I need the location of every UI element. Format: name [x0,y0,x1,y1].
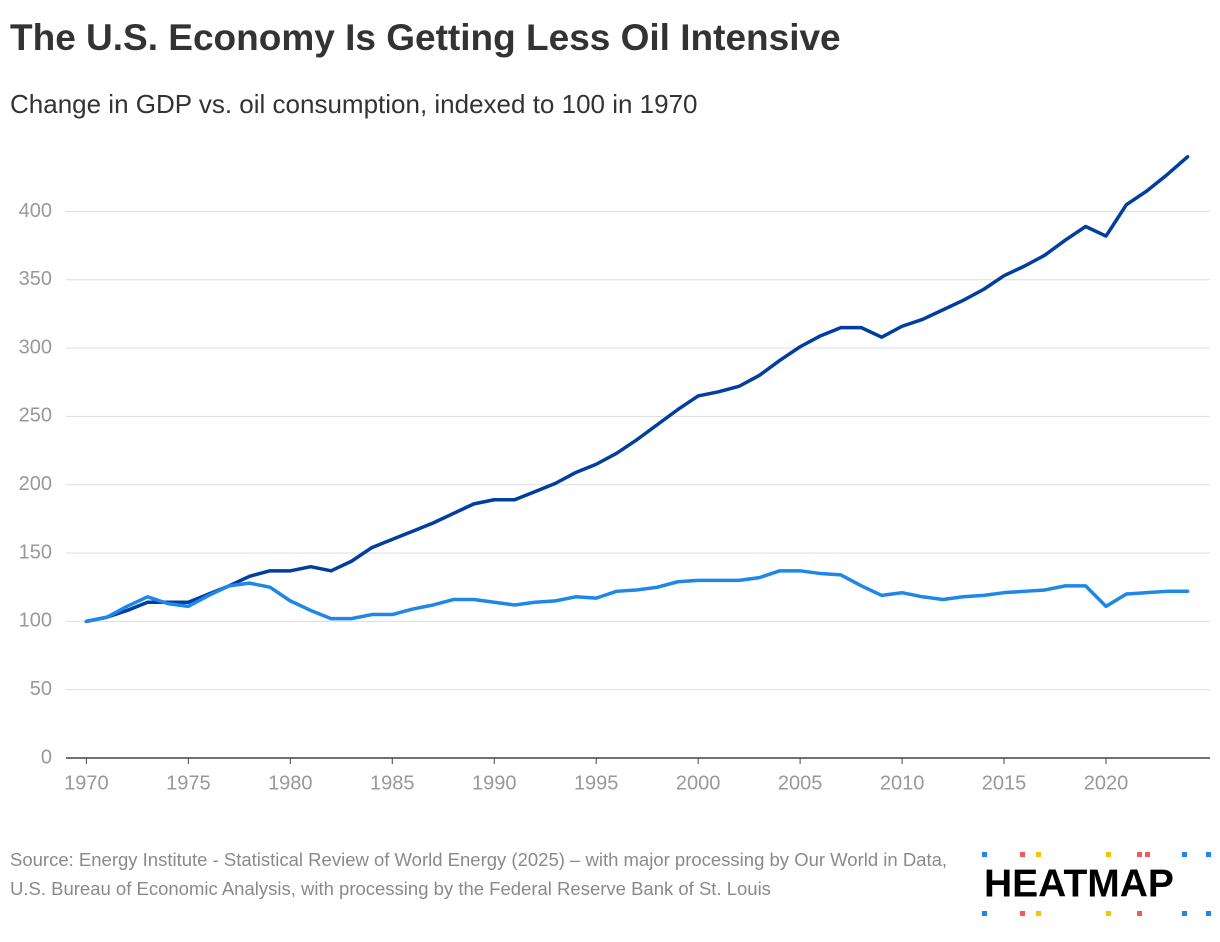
y-tick-label: 350 [19,268,52,290]
chart-subtitle: Change in GDP vs. oil consumption, index… [10,89,698,119]
series-line [84,155,1190,624]
y-tick-label: 0 [41,746,52,768]
y-tick-label: 200 [19,473,52,495]
x-tick-label: 2020 [1084,772,1129,794]
x-tick-label: 1995 [574,772,619,794]
x-tick-label: 1970 [64,772,109,794]
y-tick-label: 100 [19,610,52,632]
x-tick-label: 2000 [676,772,721,794]
source-note: Source: Energy Institute - Statistical R… [10,849,948,899]
y-tick-label: 150 [19,541,52,563]
y-tick-label: 300 [19,336,52,358]
x-tick-label: 2005 [778,772,823,794]
chart: The U.S. Economy Is Getting Less Oil Int… [10,17,1210,794]
y-tick-label: 400 [19,200,52,222]
logo-text: HEATMAP [984,862,1174,905]
x-tick-label: 1990 [472,772,517,794]
chart-title: The U.S. Economy Is Getting Less Oil Int… [10,17,841,58]
x-tick-label: 2010 [880,772,925,794]
y-tick-label: 250 [19,405,52,427]
series-line [84,569,1190,624]
x-tick-label: 2015 [982,772,1027,794]
y-tick-label: 50 [30,678,52,700]
x-tick-label: 1980 [268,772,313,794]
x-tick-label: 1975 [166,772,211,794]
logo: HEATMAP [982,852,1211,916]
x-tick-label: 1985 [370,772,415,794]
